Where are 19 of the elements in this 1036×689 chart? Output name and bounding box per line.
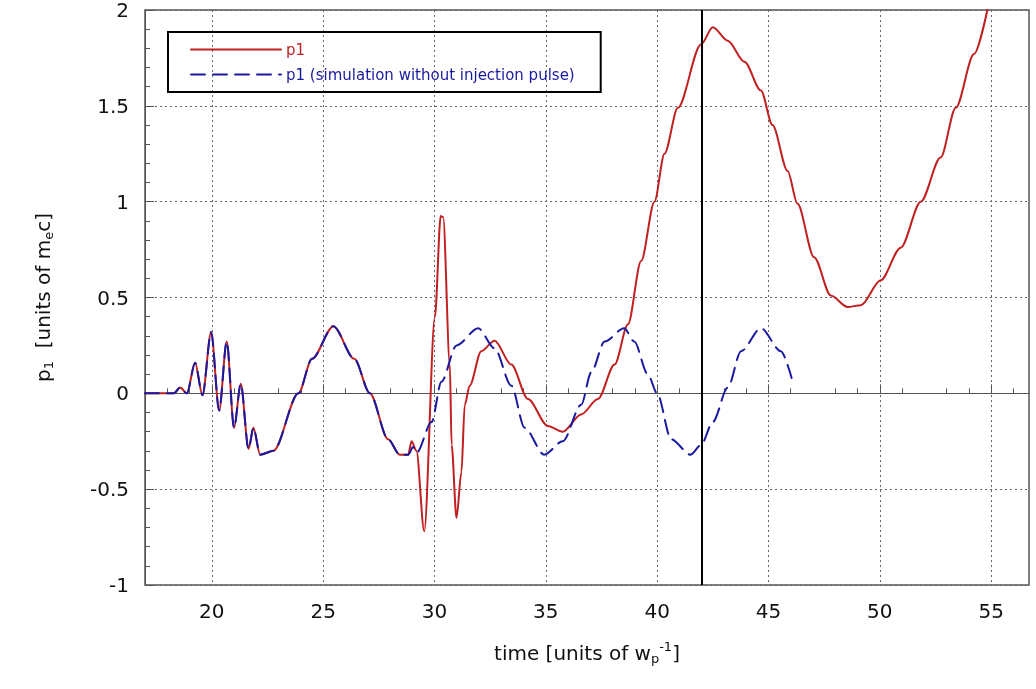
y-tick-label: -0.5 [89,477,129,502]
y-tick-label: 0 [116,381,129,406]
x-tick-label: 45 [755,599,782,623]
text: p1 [286,40,306,59]
x-tick-label: 20 [199,599,225,623]
y-tick-label: 0.5 [97,285,129,310]
y-tick-label: 1 [116,189,129,214]
y-axis-title: p1 [units of mec] [30,213,56,382]
x-tick-label: 25 [310,599,336,623]
x-tick-label: 40 [644,599,670,623]
y-tick-label: -1 [109,573,129,597]
y-tick-label: 1.5 [97,93,129,118]
x-tick-label: 30 [421,599,448,623]
y-tick-label: 2 [116,0,129,22]
x-tick-label: 55 [978,599,1004,623]
x-tick-label: 35 [533,599,559,623]
x-tick-label: 50 [867,599,893,623]
text: p1 (simulation without injection pulse) [286,65,575,84]
line-series [144,325,793,456]
